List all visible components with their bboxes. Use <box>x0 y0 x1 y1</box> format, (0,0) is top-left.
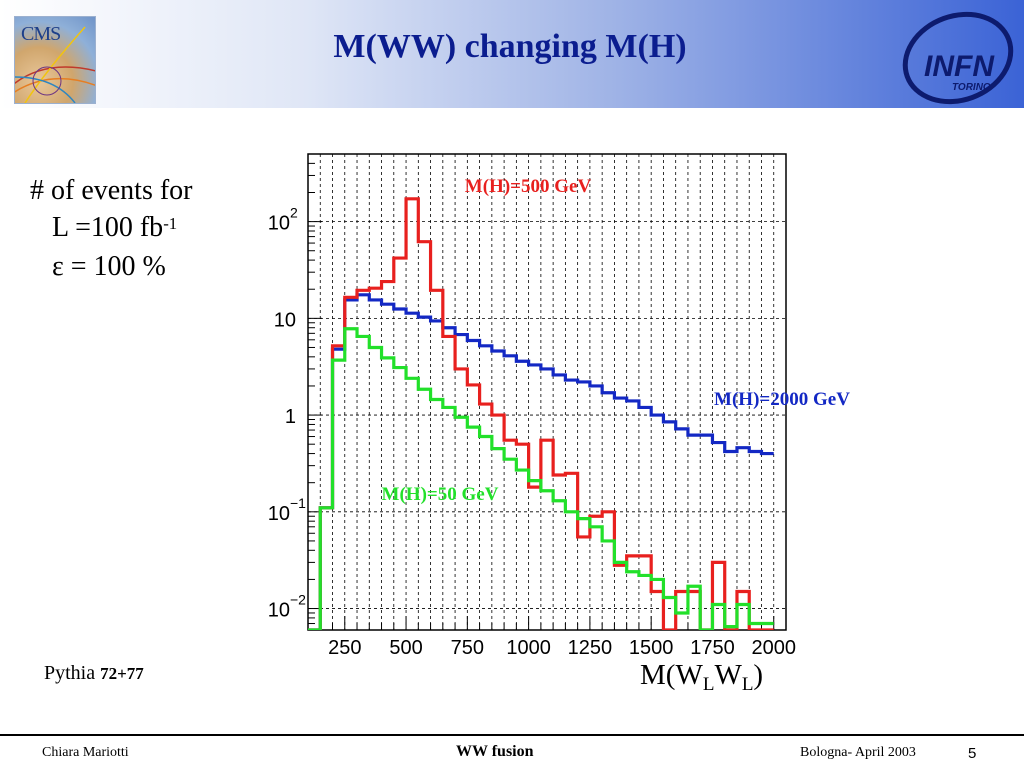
y-tick-label-exponent: 2 <box>290 205 298 221</box>
infn-logo-text: INFN <box>924 50 995 83</box>
x-axis-title: M(WLWL) <box>640 659 763 695</box>
x-tick-label: 1250 <box>568 637 613 659</box>
series-label-mh2000: M(H)=2000 GeV <box>714 389 850 410</box>
y-tick-label: 10 <box>268 503 290 525</box>
cms-logo-text: CMS <box>21 23 61 45</box>
series-line-mh50 <box>308 327 774 630</box>
x-tick-label: 2000 <box>751 637 796 659</box>
luminosity-exponent: -1 <box>163 214 178 233</box>
x-tick-label: 1750 <box>690 637 735 659</box>
y-tick-label-exponent: −2 <box>290 592 306 608</box>
pythia-version: 72+77 <box>100 664 144 683</box>
footer-title: WW fusion <box>456 743 534 760</box>
y-tick-label: 10 <box>268 600 290 622</box>
x-axis-title-part: M(W <box>640 659 703 691</box>
luminosity-text: L =100 fb <box>52 212 164 243</box>
pythia-label: Pythia 72+77 <box>44 662 144 685</box>
y-tick-label-exponent: −1 <box>290 495 306 511</box>
cms-event-icon <box>15 26 95 103</box>
pythia-name: Pythia <box>44 662 96 684</box>
footer-author: Chiara Mariotti <box>42 745 129 760</box>
series-label-mh500: M(H)=500 GeV <box>465 176 592 197</box>
footer-venue-date: Bologna- April 2003 <box>800 745 916 760</box>
y-tick-label: 1 <box>285 406 296 428</box>
notes-line-efficiency: ε = 100 % <box>52 251 166 282</box>
x-tick-label: 1000 <box>506 637 551 659</box>
x-tick-label: 250 <box>328 637 361 659</box>
x-tick-label: 1500 <box>629 637 674 659</box>
notes-line-luminosity: L =100 fb-1 <box>52 209 177 246</box>
x-axis-title-subscript: L <box>703 674 715 695</box>
plot-frame <box>307 153 787 631</box>
y-tick-label: 10 <box>268 213 290 235</box>
cms-logo: CMS <box>14 16 96 104</box>
series-line-mh2000 <box>308 293 774 630</box>
notes-line-events: # of events for <box>30 175 193 206</box>
infn-logo-subtext: TORINO <box>952 82 991 93</box>
x-tick-label: 750 <box>451 637 484 659</box>
x-axis-title-part: W <box>714 659 742 691</box>
slide-title: M(WW) changing M(H) <box>333 28 687 65</box>
infn-logo: INFN TORINO <box>898 8 1018 106</box>
footer-page-number: 5 <box>968 745 977 762</box>
header-banner: CMS M(WW) changing M(H) INFN TORINO <box>0 0 1024 108</box>
footer-divider <box>0 734 1024 736</box>
x-axis-title-subscript: L <box>742 674 754 695</box>
y-tick-label: 10 <box>274 309 296 331</box>
series-label-mh50: M(H)=50 GeV <box>382 484 499 505</box>
x-tick-label: 500 <box>389 637 422 659</box>
x-axis-title-part: ) <box>753 659 763 691</box>
